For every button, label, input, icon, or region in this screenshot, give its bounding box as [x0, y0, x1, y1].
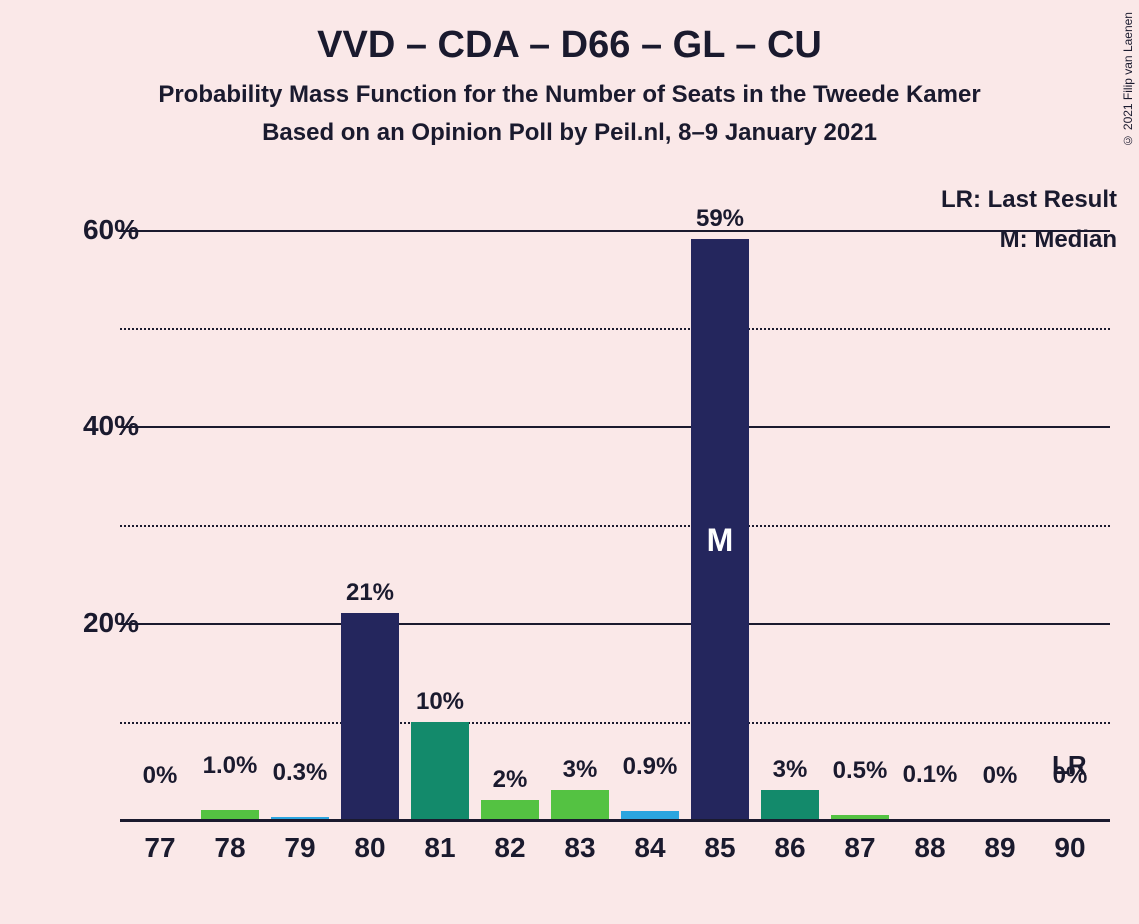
- x-tick-label: 80: [335, 832, 405, 864]
- bar: [341, 613, 399, 820]
- bar-slot: 0%: [965, 200, 1035, 820]
- bar-slot: 1.0%: [195, 200, 265, 820]
- chart-title: VVD – CDA – D66 – GL – CU: [0, 0, 1139, 67]
- bar-slot: 0%: [125, 200, 195, 820]
- bar-slot: 10%: [405, 200, 475, 820]
- x-tick-label: 78: [195, 832, 265, 864]
- lr-marker: LR: [1052, 750, 1087, 781]
- bar: [411, 722, 469, 820]
- x-tick-label: 87: [825, 832, 895, 864]
- x-tick-label: 82: [475, 832, 545, 864]
- bar-value-label: 2%: [475, 766, 545, 794]
- y-tick-label: 20%: [83, 607, 139, 639]
- bar-slot: 3%: [755, 200, 825, 820]
- chart-plot-area: 0%1.0%0.3%21%10%2%3%0.9%59%M3%0.5%0.1%0%…: [120, 200, 1110, 820]
- x-tick-label: 90: [1035, 832, 1105, 864]
- bar-value-label: 1.0%: [195, 752, 265, 780]
- chart-subtitle: Probability Mass Function for the Number…: [0, 81, 1139, 109]
- x-tick-label: 81: [405, 832, 475, 864]
- x-tick-label: 84: [615, 832, 685, 864]
- bar-slot: 0.1%: [895, 200, 965, 820]
- chart-subtitle-2: Based on an Opinion Poll by Peil.nl, 8–9…: [0, 119, 1139, 147]
- median-marker: M: [685, 522, 755, 559]
- x-axis-baseline: [120, 819, 1110, 822]
- bar-slot: 3%: [545, 200, 615, 820]
- bar-value-label: 59%: [685, 205, 755, 233]
- bar-slot: 0.5%: [825, 200, 895, 820]
- y-tick-label: 60%: [83, 214, 139, 246]
- bar-value-label: 0.1%: [895, 761, 965, 789]
- bar-value-label: 0.3%: [265, 759, 335, 787]
- x-tick-label: 89: [965, 832, 1035, 864]
- bar-value-label: 3%: [545, 756, 615, 784]
- bar-value-label: 0%: [965, 762, 1035, 790]
- bar: [761, 790, 819, 820]
- bar: [481, 800, 539, 820]
- bar-slot: 21%: [335, 200, 405, 820]
- bar-slot: 0%: [1035, 200, 1105, 820]
- x-tick-label: 86: [755, 832, 825, 864]
- bars-container: 0%1.0%0.3%21%10%2%3%0.9%59%M3%0.5%0.1%0%…: [120, 200, 1110, 820]
- bar-slot: 59% M: [685, 200, 755, 820]
- copyright-text: © 2021 Filip van Laenen: [1121, 12, 1135, 147]
- x-tick-label: 88: [895, 832, 965, 864]
- bar-value-label: 0%: [125, 762, 195, 790]
- bar-slot: 2%: [475, 200, 545, 820]
- bar: [551, 790, 609, 820]
- bar-value-label: 3%: [755, 756, 825, 784]
- bar-slot: 0.9%: [615, 200, 685, 820]
- x-tick-label: 79: [265, 832, 335, 864]
- x-tick-label: 83: [545, 832, 615, 864]
- x-tick-label: 77: [125, 832, 195, 864]
- bar-slot: 0.3%: [265, 200, 335, 820]
- x-tick-label: 85: [685, 832, 755, 864]
- y-tick-label: 40%: [83, 410, 139, 442]
- bar-value-label: 0.9%: [615, 753, 685, 781]
- bar-value-label: 10%: [405, 688, 475, 716]
- bar-value-label: 21%: [335, 579, 405, 607]
- bar-value-label: 0.5%: [825, 757, 895, 785]
